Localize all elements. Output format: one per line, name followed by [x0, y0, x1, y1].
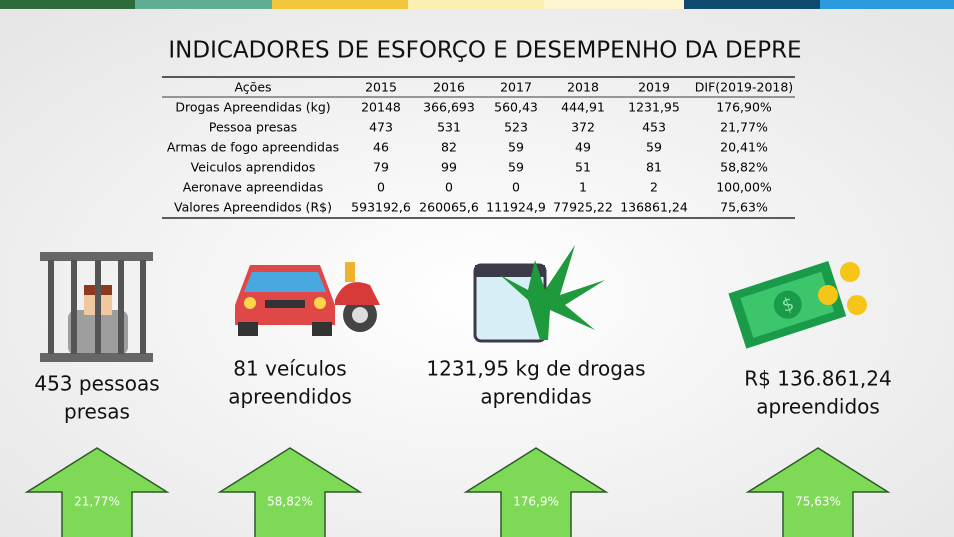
table-cell: Armas de fogo apreendidas [167, 140, 339, 155]
up-arrow [24, 447, 170, 537]
up-arrow [217, 447, 363, 537]
vehicle-icon [235, 262, 380, 336]
table-cell: 531 [437, 120, 461, 135]
header-cell: 2019 [638, 80, 670, 95]
up-arrow [463, 447, 609, 537]
table-cell: 523 [504, 120, 528, 135]
change-label: 75,63% [795, 495, 841, 509]
table-cell: 560,43 [494, 100, 538, 115]
indicator-label: R$ 136.861,24 [744, 367, 892, 391]
table-cell: 0 [377, 180, 385, 195]
table-cell: 49 [575, 140, 591, 155]
table-cell: 75,63% [720, 200, 768, 215]
table: Ações 2015 2016 2017 2018 2019 DIF(2019-2018) D… [162, 76, 795, 219]
header-cell: Ações [234, 80, 271, 95]
indicator-label: 453 pessoas [34, 372, 159, 396]
top-stripe [0, 0, 954, 9]
table-cell: Pessoa presas [209, 120, 297, 135]
indicator-label: presas [64, 400, 130, 424]
table-cell: Veiculos aprendidos [191, 160, 316, 175]
table-cell: 59 [508, 160, 524, 175]
table-cell: 59 [508, 140, 524, 155]
table-cell: 46 [373, 140, 389, 155]
table-cell: 77925,22 [553, 200, 613, 215]
header-cell: 2016 [433, 80, 465, 95]
header-cell: 2015 [365, 80, 397, 95]
change-label: 176,9% [513, 495, 559, 509]
table-cell: 20,41% [720, 140, 768, 155]
table-cell: 111924,9 [486, 200, 546, 215]
table-cell: 366,693 [423, 100, 475, 115]
table-cell: 2 [650, 180, 658, 195]
table-cell: 51 [575, 160, 591, 175]
table-cell: 82 [441, 140, 457, 155]
table-cell: Valores Apreendidos (R$) [174, 200, 332, 215]
table-cell: 0 [445, 180, 453, 195]
table-cell: 58,82% [720, 160, 768, 175]
jail-icon [40, 252, 153, 362]
table-cell: 473 [369, 120, 393, 135]
indicators: 453 pessoas presas 21,77% 81 veículos apreen… [24, 357, 892, 537]
drugs-icon [473, 245, 605, 343]
change-label: 58,82% [267, 495, 313, 509]
table-cell: 1231,95 [628, 100, 680, 115]
money-icon: $ [728, 261, 867, 349]
indicator-label: apreendidos [228, 385, 352, 409]
table-cell: 260065,6 [419, 200, 479, 215]
table-cell: 136861,24 [620, 200, 688, 215]
table-cell: 453 [642, 120, 666, 135]
table-cell: Drogas Apreendidas (kg) [175, 100, 330, 115]
table-cell: 59 [646, 140, 662, 155]
up-arrow [745, 447, 891, 537]
change-label: 21,77% [74, 495, 120, 509]
table-cell: Aeronave apreendidas [183, 180, 323, 195]
table-cell: 79 [373, 160, 389, 175]
table-cell: 20148 [361, 100, 401, 115]
title: INDICADORES DE ESFORÇO E DESEMPENHO DA D… [168, 38, 801, 64]
table-cell: 176,90% [716, 100, 772, 115]
indicator-label: apreendidos [756, 395, 880, 419]
table-cell: 21,77% [720, 120, 768, 135]
table-cell: 81 [646, 160, 662, 175]
indicator-label: aprendidas [480, 385, 591, 409]
table-cell: 1 [579, 180, 587, 195]
table-cell: 100,00% [716, 180, 772, 195]
table-cell: 444,91 [561, 100, 605, 115]
indicator-label: 1231,95 kg de drogas [426, 357, 645, 381]
header-cell: DIF(2019-2018) [695, 80, 793, 95]
header-cell: 2018 [567, 80, 599, 95]
header-cell: 2017 [500, 80, 532, 95]
table-cell: 99 [441, 160, 457, 175]
table-cell: 593192,6 [351, 200, 411, 215]
indicator-label: 81 veículos [233, 357, 346, 381]
table-cell: 0 [512, 180, 520, 195]
table-cell: 372 [571, 120, 595, 135]
